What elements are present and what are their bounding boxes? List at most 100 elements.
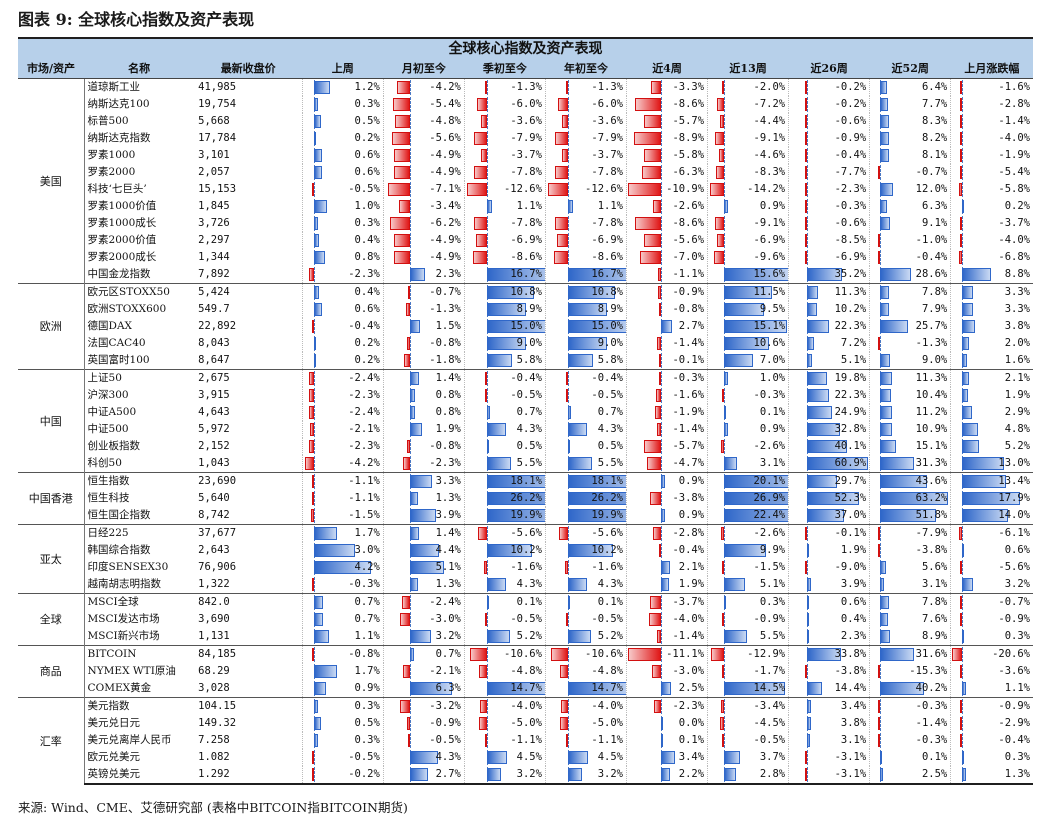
metric-value: -1.0% [915,234,948,246]
positive-bar [567,354,594,367]
zero-axis [486,612,488,627]
zero-axis [567,80,569,95]
positive-bar [660,475,665,488]
negative-bar [407,734,410,747]
source-note: 来源: Wind、CME、艾德研究部 (表格中BITCOIN指BITCOIN期货… [18,800,408,815]
metric-cell: 0.8% [301,249,384,266]
table-row: 汇率 美元指数 104.15 0.3% -3.2% -4.0% -4.0% -2.3% -3.4… [18,697,1033,784]
negative-bar [556,234,568,247]
metric-value: 1.4% [435,372,461,384]
metric-value: 2.5% [921,768,948,780]
table-row: 罗素2000成长 1,344 0.8% -4.9% -8.6% -8.6% -7.0% -9.… [18,249,1033,266]
negative-bar [484,613,487,626]
metric-value: -0.5% [348,183,380,195]
column-header: 近13周 [707,60,789,79]
zero-axis [724,560,726,575]
positive-bar [313,115,321,128]
negative-bar [960,665,963,678]
negative-bar [656,630,661,643]
metric-value: -3.0% [429,613,461,625]
metric-cell: 0.6% [788,593,870,611]
metric-cell: 10.2% [544,542,627,559]
metric-value: -3.6% [510,115,542,127]
metric-cell: 16.7% [463,266,546,284]
zero-axis [660,405,662,420]
positive-bar [313,734,318,747]
positive-bar [962,286,973,299]
table-row: 纳斯达克100 19,754 0.3% -5.4% -6.0% -6.0% -8.6% -7.… [18,96,1033,113]
negative-bar [960,81,963,94]
zero-axis [724,165,726,180]
metric-value: -3.2% [429,700,461,712]
positive-bar [567,682,627,695]
metric-cell: 10.4% [869,387,951,404]
metric-value: 1.1% [1004,682,1030,694]
asset-name: 美元指数 [84,697,195,715]
positive-bar [567,509,627,522]
metric-value: -1.6% [998,81,1030,93]
metric-cell: 7.0% [707,352,789,370]
metric-cell: -7.8% [463,164,546,181]
metric-cell: -1.6% [625,387,708,404]
positive-bar [880,423,892,436]
metric-cell: 1.9% [382,421,465,438]
positive-bar [880,115,890,128]
metric-cell: -10.9% [625,181,708,198]
negative-bar [646,457,661,470]
metric-cell: -2.4% [301,369,384,387]
metric-cell: -1.1% [463,732,546,749]
positive-bar [567,320,627,333]
metric-value: 9.1% [921,217,948,229]
positive-bar [807,544,810,557]
negative-bar [559,717,568,730]
metric-cell: 7.8% [869,593,951,611]
metric-value: 11.3% [915,372,948,384]
metric-value: -0.5% [753,734,786,746]
zero-axis [486,716,488,731]
positive-bar [880,457,914,470]
metric-value: 2.3% [840,630,867,642]
region-label: 亚太 [18,524,85,594]
metric-cell: -3.8% [869,542,951,559]
table-row: 越南胡志明指数 1,322 -0.3% 1.3% 4.3% 4.3% 1.9% 5.1% 3.9… [18,576,1033,594]
positive-bar [567,544,613,557]
metric-value: -5.6% [998,561,1030,573]
metric-cell: 7.2% [788,335,870,352]
metric-cell: 3.4% [625,749,708,766]
close-price: 5,424 [194,283,303,301]
positive-bar [962,492,1021,505]
negative-bar [648,613,661,626]
metric-value: -1.4% [672,337,705,349]
metric-value: 7.2% [840,337,867,349]
metric-value: -7.2% [753,98,786,110]
positive-bar [486,544,532,557]
negative-bar [484,389,487,402]
asset-name: 科技‘七巨头’ [87,183,147,195]
close-price: 7,892 [198,268,230,280]
negative-bar [404,354,410,367]
metric-cell: 3.9% [382,507,465,525]
metric-cell: 2.2% [625,766,708,785]
table-row: 中国香港 恒生指数 23,690 -1.1% 3.3% 18.1% 18.1% 0.9% 20.… [18,472,1033,525]
negative-bar [714,132,725,145]
negative-bar [654,700,661,713]
zero-axis [724,647,726,662]
metric-value: -3.7% [510,149,542,161]
negative-bar [394,149,410,162]
metric-value: -0.4% [510,372,542,384]
zero-axis [409,250,411,265]
table-row: 罗素2000 2,057 0.6% -4.9% -7.8% -7.8% -6.3% -8.3%… [18,164,1033,181]
metric-cell: -2.3% [625,697,708,715]
negative-bar [959,561,963,574]
zero-axis [567,233,569,248]
zero-axis [660,267,662,282]
metric-value: 19.8% [834,372,867,384]
metric-cell: -7.7% [788,164,870,181]
table-row: 标普500 5,668 0.5% -4.8% -3.6% -3.6% -5.7% -4.4% -… [18,113,1033,130]
negative-bar [719,149,725,162]
metric-value: 1.4% [435,527,461,539]
metric-value: 15.0% [591,320,623,332]
zero-axis [660,199,662,214]
positive-bar [660,768,670,781]
positive-bar [724,286,773,299]
